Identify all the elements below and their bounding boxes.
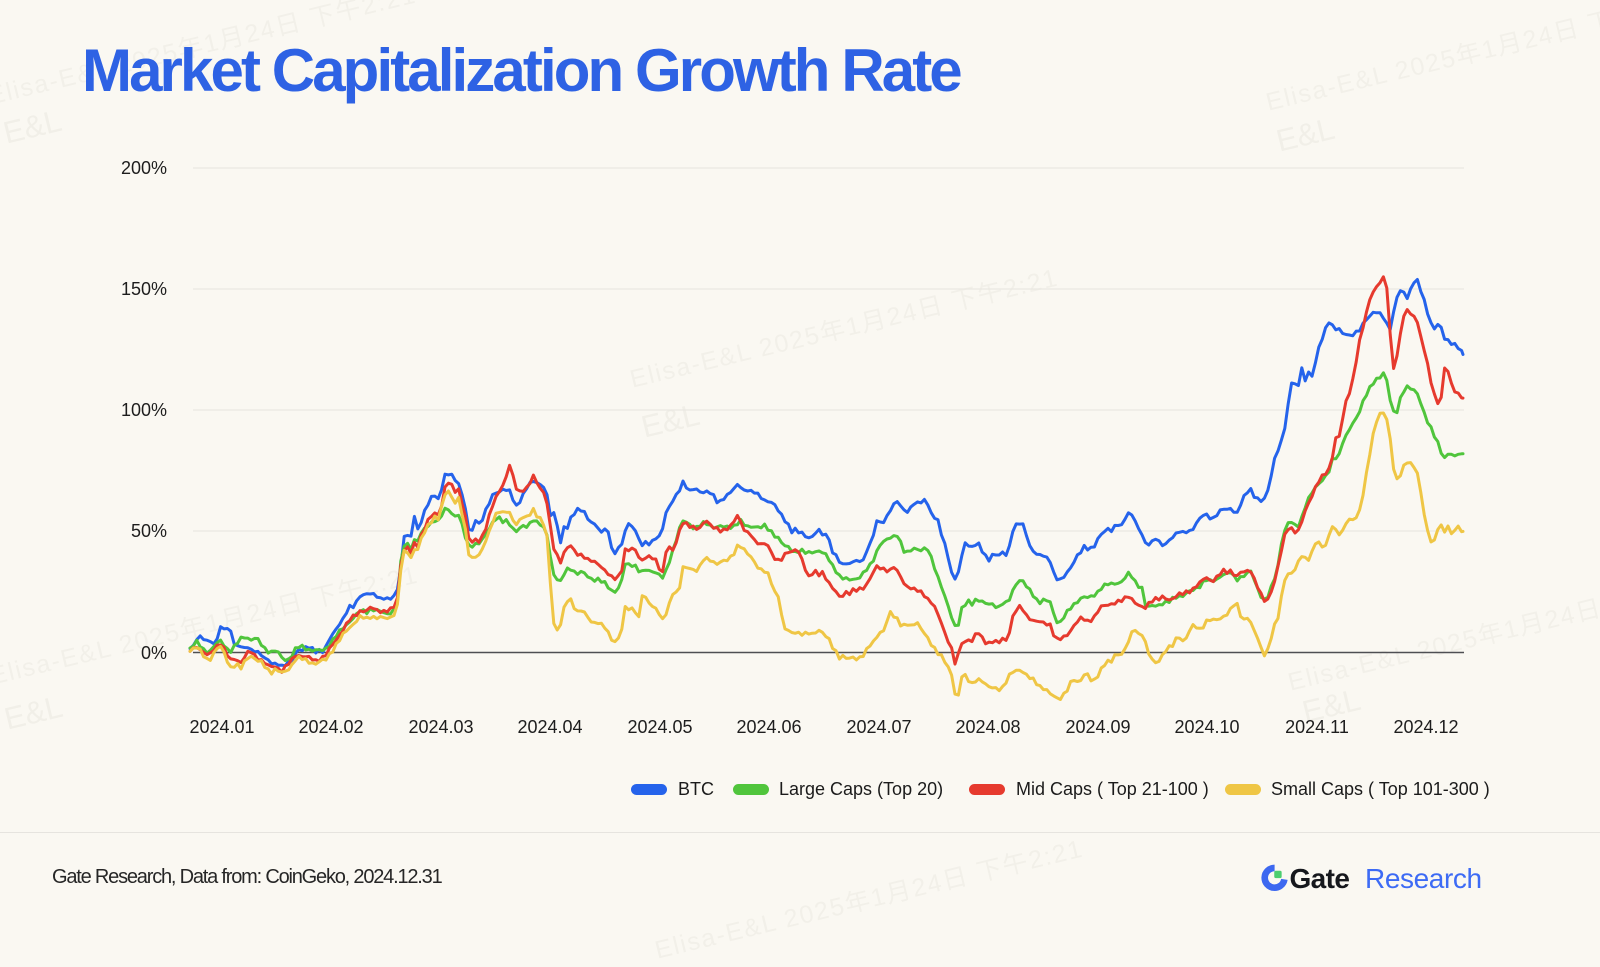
svg-text:Research: Research	[1365, 863, 1482, 894]
svg-text:Gate: Gate	[1290, 863, 1350, 894]
